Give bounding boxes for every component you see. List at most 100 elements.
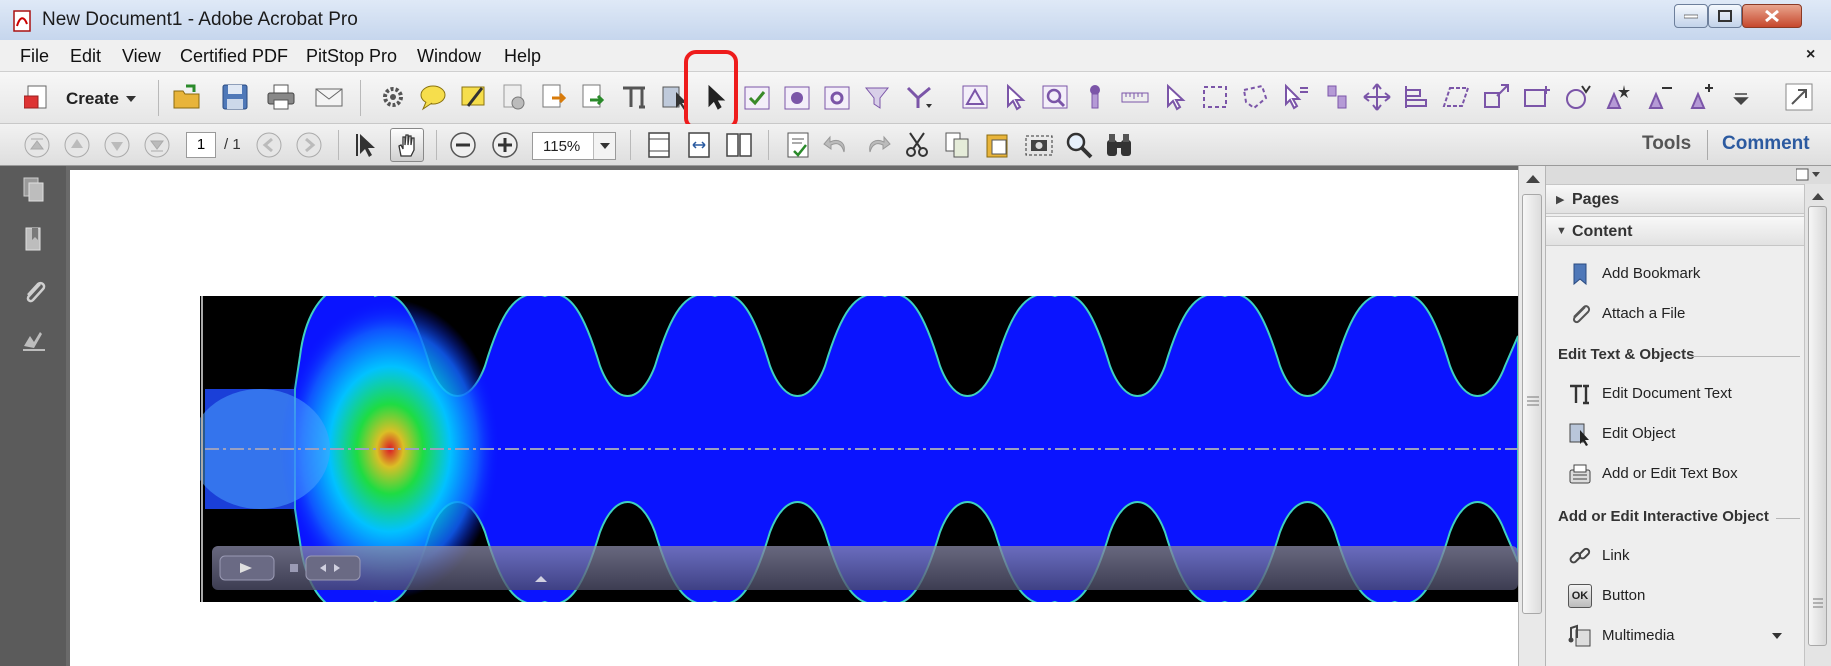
multimedia-item[interactable]: Multimedia xyxy=(1546,618,1804,654)
attachments-paperclip-icon[interactable] xyxy=(20,278,48,306)
form-settings-icon[interactable] xyxy=(822,82,852,112)
zoom-page-icon[interactable] xyxy=(1040,82,1070,112)
hand-tool-button[interactable] xyxy=(390,128,424,162)
select-object-arrow-icon[interactable] xyxy=(700,82,730,112)
insert-page-icon[interactable] xyxy=(578,82,608,112)
document-close-button[interactable]: × xyxy=(1806,46,1816,63)
scroll-up-icon[interactable] xyxy=(1812,192,1824,200)
document-scrollbar[interactable] xyxy=(1518,166,1546,666)
menu-help[interactable]: Help xyxy=(504,46,542,66)
find-magnifier-icon[interactable] xyxy=(1064,130,1094,160)
toolbar-overflow-icon[interactable] xyxy=(1726,84,1756,114)
branch-tool-icon[interactable] xyxy=(904,82,934,112)
menu-edit[interactable]: Edit xyxy=(70,46,102,66)
settings-gear-icon[interactable] xyxy=(378,82,408,112)
edit-object-icon[interactable] xyxy=(660,82,690,112)
signatures-icon[interactable] xyxy=(20,328,48,356)
lasso-select-icon[interactable] xyxy=(1240,82,1270,112)
zoom-select[interactable]: 115% xyxy=(532,132,616,160)
copy-icon[interactable] xyxy=(942,130,972,160)
add-edit-text-box-item[interactable]: Add or Edit Text Box xyxy=(1546,456,1804,492)
add-bookmark-item[interactable]: Add Bookmark xyxy=(1546,256,1804,292)
first-page-icon[interactable] xyxy=(22,130,52,160)
export-page-icon[interactable] xyxy=(538,82,568,112)
scroll-up-icon[interactable] xyxy=(1526,174,1540,184)
crop-object-icon[interactable] xyxy=(1522,82,1552,112)
edit-object-item[interactable]: Edit Object xyxy=(1546,416,1804,452)
pane-options-icon[interactable] xyxy=(1796,168,1824,182)
pen-star-icon[interactable] xyxy=(1602,82,1632,112)
minimize-button[interactable] xyxy=(1674,4,1708,28)
menu-window[interactable]: Window xyxy=(417,46,482,66)
radio-field-icon[interactable] xyxy=(782,82,812,112)
email-icon[interactable] xyxy=(314,82,344,112)
spell-check-icon[interactable] xyxy=(784,130,814,160)
search-binoculars-icon[interactable] xyxy=(1104,130,1134,160)
last-page-icon[interactable] xyxy=(142,130,172,160)
bookmarks-icon[interactable] xyxy=(20,226,48,254)
shear-object-icon[interactable] xyxy=(1442,82,1472,112)
two-page-view-icon[interactable] xyxy=(724,130,754,160)
panel-header-pages[interactable]: ▶ Pages xyxy=(1546,184,1804,214)
pen-minus-icon[interactable] xyxy=(1644,82,1674,112)
tools-pane-tab[interactable]: Tools xyxy=(1642,133,1692,154)
button-item[interactable]: OK Button xyxy=(1546,578,1804,614)
attach-file-item[interactable]: Attach a File xyxy=(1546,296,1804,332)
ruler-icon[interactable] xyxy=(1120,82,1150,112)
zoom-in-icon[interactable] xyxy=(490,130,520,160)
pane-scroll-thumb[interactable] xyxy=(1808,206,1827,646)
pen-plus-icon[interactable] xyxy=(1686,82,1716,112)
open-folder-icon[interactable] xyxy=(172,82,202,112)
edit-text-icon[interactable] xyxy=(620,82,650,112)
zoom-out-icon[interactable] xyxy=(448,130,478,160)
comment-pane-tab[interactable]: Comment xyxy=(1722,133,1810,154)
next-page-icon[interactable] xyxy=(102,130,132,160)
page-thumbnails-icon[interactable] xyxy=(20,176,48,204)
menu-pitstop-pro[interactable]: PitStop Pro xyxy=(306,46,398,66)
select-pointer-icon[interactable] xyxy=(1000,82,1030,112)
page-number-input[interactable]: 1 xyxy=(186,132,216,158)
panel-header-content[interactable]: ▼ Content xyxy=(1546,216,1804,246)
zoom-dropdown-button[interactable] xyxy=(593,133,615,159)
next-view-icon[interactable] xyxy=(294,130,324,160)
cut-scissors-icon[interactable] xyxy=(902,130,932,160)
pane-scrollbar[interactable] xyxy=(1804,184,1831,666)
redo-icon[interactable] xyxy=(862,130,892,160)
create-button[interactable]: Create xyxy=(22,82,140,114)
move-objects-icon[interactable] xyxy=(1322,82,1352,112)
print-icon[interactable] xyxy=(266,82,296,112)
edit-document-text-item[interactable]: Edit Document Text xyxy=(1546,376,1804,412)
title-bar[interactable]: New Document1 - Adobe Acrobat Pro xyxy=(0,0,1831,40)
select-text-cursor-icon[interactable] xyxy=(352,130,382,160)
undo-icon[interactable] xyxy=(822,130,852,160)
scroll-thumb[interactable] xyxy=(1522,194,1542,614)
maximize-button[interactable] xyxy=(1708,4,1742,28)
save-icon[interactable] xyxy=(220,82,250,112)
comment-bubble-icon[interactable] xyxy=(418,82,448,112)
paste-clipboard-icon[interactable] xyxy=(982,130,1012,160)
rotate-object-icon[interactable] xyxy=(1562,82,1592,112)
align-objects-icon[interactable] xyxy=(1402,82,1432,112)
menu-certified-pdf[interactable]: Certified PDF xyxy=(180,46,289,66)
filter-icon[interactable] xyxy=(862,82,892,112)
expand-view-icon[interactable] xyxy=(1784,82,1814,112)
checkbox-field-icon[interactable] xyxy=(742,82,772,112)
chevron-down-icon[interactable] xyxy=(1772,633,1782,640)
fit-page-scroll-icon[interactable] xyxy=(644,130,674,160)
move-four-way-icon[interactable] xyxy=(1362,82,1392,112)
fit-width-icon[interactable] xyxy=(684,130,714,160)
select-similar-icon[interactable] xyxy=(1280,82,1310,112)
menu-file[interactable]: File xyxy=(20,46,50,66)
marquee-select-icon[interactable] xyxy=(1200,82,1230,112)
close-window-button[interactable] xyxy=(1742,4,1802,28)
highlight-pen-icon[interactable] xyxy=(458,82,488,112)
scale-object-icon[interactable] xyxy=(1482,82,1512,112)
menu-view[interactable]: View xyxy=(122,46,161,66)
previous-page-icon[interactable] xyxy=(62,130,92,160)
snapshot-camera-icon[interactable] xyxy=(1024,130,1054,160)
delete-page-icon[interactable] xyxy=(498,82,528,112)
pipette-icon[interactable] xyxy=(1080,82,1110,112)
select-arrow-icon[interactable] xyxy=(1160,82,1190,112)
preflight-warning-icon[interactable] xyxy=(960,82,990,112)
link-item[interactable]: Link xyxy=(1546,538,1804,574)
